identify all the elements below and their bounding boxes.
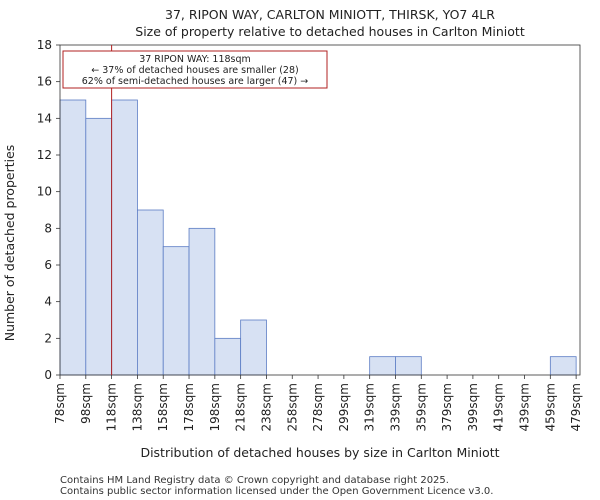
- x-tick-label: 218sqm: [234, 383, 248, 431]
- y-axis-ticks: 0 2 4 6 8 10 12 14 16 18: [37, 38, 60, 382]
- x-tick-label: 359sqm: [414, 383, 428, 431]
- bar-218sqm: [240, 319, 267, 376]
- y-tick-label: 10: [37, 185, 52, 199]
- chart-title: 37, RIPON WAY, CARLTON MINIOTT, THIRSK, …: [165, 7, 495, 22]
- x-tick-label: 278sqm: [311, 383, 325, 431]
- x-axis-ticks: 78sqm 98sqm 118sqm 138sqm 158sqm 178sqm 198sqm…: [53, 375, 583, 431]
- x-tick-label: 158sqm: [156, 383, 170, 431]
- x-tick-label: 258sqm: [285, 383, 299, 431]
- footer-line-1: Contains HM Land Registry data © Crown c…: [60, 475, 449, 486]
- bar-98sqm: [85, 117, 113, 376]
- y-tick-label: 6: [44, 258, 52, 272]
- y-tick-label: 16: [37, 75, 52, 89]
- bar-339sqm: [395, 356, 422, 376]
- y-tick-label: 4: [44, 295, 52, 309]
- bar-118sqm: [111, 99, 138, 376]
- y-tick-label: 2: [44, 331, 52, 345]
- x-tick-label: 98sqm: [79, 383, 93, 424]
- annotation-line-1: 37 RIPON WAY: 118sqm: [139, 54, 251, 65]
- bar-138sqm: [137, 209, 164, 376]
- y-tick-label: 12: [37, 148, 52, 162]
- y-tick-label: 8: [44, 221, 52, 235]
- annotation-line-3: 62% of semi-detached houses are larger (…: [82, 76, 309, 87]
- x-tick-label: 138sqm: [130, 383, 144, 431]
- bar-178sqm: [188, 227, 216, 376]
- bars-group: [59, 99, 577, 376]
- y-axis-label: Number of detached properties: [2, 145, 17, 342]
- x-tick-label: 118sqm: [105, 383, 119, 431]
- plot-frame: [59, 44, 581, 376]
- bar-459sqm: [549, 356, 577, 376]
- annotation-box: [62, 50, 328, 89]
- footer-line-2: Contains public sector information licen…: [60, 486, 493, 497]
- x-tick-label: 459sqm: [543, 383, 557, 431]
- x-tick-label: 399sqm: [466, 383, 480, 431]
- x-tick-label: 319sqm: [363, 383, 377, 431]
- chart-subtitle: Size of property relative to detached ho…: [135, 24, 525, 39]
- x-tick-label: 419sqm: [492, 383, 506, 431]
- x-tick-label: 479sqm: [569, 383, 583, 431]
- marker-annotation: 37 RIPON WAY: 118sqm ← 37% of detached h…: [62, 50, 328, 89]
- x-tick-label: 238sqm: [259, 383, 273, 431]
- x-tick-label: 339sqm: [388, 383, 402, 431]
- x-tick-label: 178sqm: [182, 383, 196, 431]
- x-tick-label: 299sqm: [337, 383, 351, 431]
- x-tick-label: 439sqm: [518, 383, 532, 431]
- bar-198sqm: [214, 337, 242, 376]
- bar-78sqm: [59, 99, 87, 376]
- annotation-line-2: ← 37% of detached houses are smaller (28…: [91, 65, 298, 76]
- x-tick-label: 198sqm: [208, 383, 222, 431]
- x-tick-label: 78sqm: [53, 383, 67, 424]
- bar-319sqm: [369, 356, 396, 376]
- y-tick-label: 14: [37, 111, 52, 125]
- x-axis-label: Distribution of detached houses by size …: [140, 445, 499, 460]
- bar-158sqm: [162, 246, 190, 376]
- y-tick-label: 0: [44, 368, 52, 382]
- x-tick-label: 379sqm: [440, 383, 454, 431]
- y-tick-label: 18: [37, 38, 52, 52]
